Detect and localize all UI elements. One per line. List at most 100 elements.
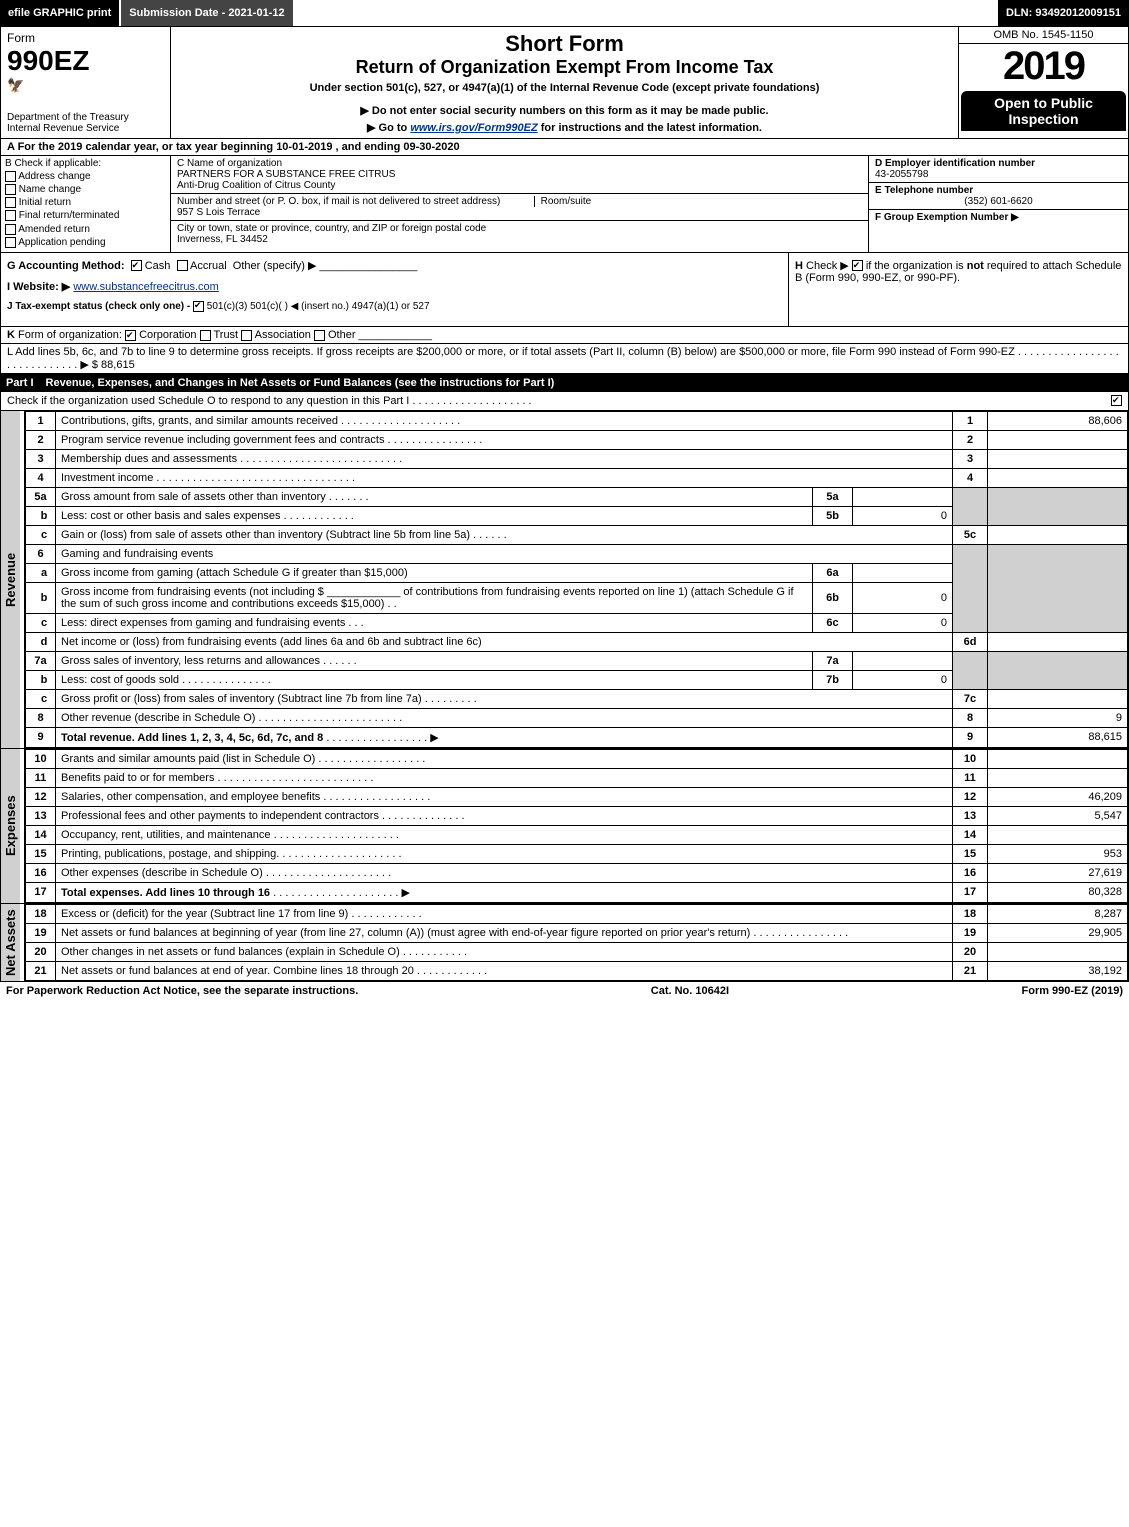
- line-17: 17Total expenses. Add lines 10 through 1…: [26, 882, 1128, 902]
- line-2: 2Program service revenue including gover…: [26, 430, 1128, 449]
- spacer: [295, 0, 998, 26]
- part1-check-text: Check if the organization used Schedule …: [7, 395, 532, 407]
- g-accounting: G Accounting Method: Cash Accrual Other …: [7, 259, 782, 272]
- open-to-public: Open to Public Inspection: [961, 91, 1126, 131]
- j-label: J Tax-exempt status (check only one) -: [7, 301, 193, 312]
- line-6d: dNet income or (loss) from fundraising e…: [26, 632, 1128, 651]
- irs-link[interactable]: www.irs.gov/Form990EZ: [410, 122, 537, 134]
- line-9: 9Total revenue. Add lines 1, 2, 3, 4, 5c…: [26, 727, 1128, 747]
- line-15: 15Printing, publications, postage, and s…: [26, 844, 1128, 863]
- chk-final-return[interactable]: Final return/terminated: [5, 210, 166, 221]
- line-3: 3Membership dues and assessments . . . .…: [26, 449, 1128, 468]
- line-19: 19Net assets or fund balances at beginni…: [26, 923, 1128, 942]
- c-name-label: C Name of organization: [177, 158, 282, 169]
- org-address: 957 S Lois Terrace: [177, 207, 260, 218]
- title-return: Return of Organization Exempt From Incom…: [179, 57, 950, 78]
- city-label: City or town, state or province, country…: [177, 223, 486, 234]
- j-tax-exempt: J Tax-exempt status (check only one) - 5…: [7, 301, 782, 312]
- top-bar: efile GRAPHIC print Submission Date - 20…: [0, 0, 1129, 26]
- col-de: D Employer identification number 43-2055…: [868, 156, 1128, 252]
- d-ein-block: D Employer identification number 43-2055…: [869, 156, 1128, 183]
- phone-label: E Telephone number: [875, 185, 973, 196]
- footer-right: Form 990-EZ (2019): [1022, 985, 1123, 997]
- org-name-2: Anti-Drug Coalition of Citrus County: [177, 180, 335, 191]
- i-label: I Website: ▶: [7, 281, 70, 293]
- chk-h[interactable]: [852, 260, 863, 271]
- line-10: 10Grants and similar amounts paid (list …: [26, 749, 1128, 768]
- f-group-block: F Group Exemption Number ▶: [869, 210, 1128, 225]
- org-city: Inverness, FL 34452: [177, 234, 268, 245]
- header-right: OMB No. 1545-1150 2019 Open to Public In…: [958, 27, 1128, 138]
- line-5c: cGain or (loss) from sale of assets othe…: [26, 525, 1128, 544]
- note2-pre: ▶ Go to: [367, 122, 410, 134]
- form-word: Form: [7, 31, 164, 45]
- netassets-section: Net Assets 18Excess or (deficit) for the…: [0, 904, 1129, 982]
- chk-schedule-o[interactable]: [1111, 395, 1122, 406]
- form-header: Form 990EZ 🦅 Department of the Treasury …: [0, 26, 1129, 139]
- omb-number: OMB No. 1545-1150: [959, 27, 1128, 44]
- chk-501c3[interactable]: [193, 301, 204, 312]
- chk-amended-return[interactable]: Amended return: [5, 224, 166, 235]
- submission-date: Submission Date - 2021-01-12: [121, 0, 294, 26]
- c-city-block: City or town, state or province, country…: [171, 221, 868, 247]
- col-c-org-info: C Name of organization PARTNERS FOR A SU…: [171, 156, 868, 252]
- chk-trust[interactable]: [200, 330, 211, 341]
- chk-corp[interactable]: [125, 330, 136, 341]
- group-exemption-label: F Group Exemption Number ▶: [875, 212, 1019, 223]
- chk-accrual[interactable]: [177, 260, 188, 271]
- col-b-title: B Check if applicable:: [5, 158, 166, 169]
- line-6: 6Gaming and fundraising events: [26, 544, 1128, 563]
- revenue-side: Revenue: [1, 411, 25, 748]
- e-phone-block: E Telephone number (352) 601-6620: [869, 183, 1128, 210]
- line-11: 11Benefits paid to or for members . . . …: [26, 768, 1128, 787]
- line-7c: cGross profit or (loss) from sales of in…: [26, 689, 1128, 708]
- block-bcd: B Check if applicable: Address change Na…: [0, 156, 1129, 253]
- line-16: 16Other expenses (describe in Schedule O…: [26, 863, 1128, 882]
- addr-label: Number and street (or P. O. box, if mail…: [177, 196, 500, 207]
- chk-assoc[interactable]: [241, 330, 252, 341]
- col-b-checkboxes: B Check if applicable: Address change Na…: [1, 156, 171, 252]
- h-check: H Check ▶ if the organization is not req…: [788, 253, 1128, 326]
- efile-print-button[interactable]: efile GRAPHIC print: [0, 0, 121, 26]
- dept-label: Department of the Treasury: [7, 112, 164, 123]
- c-addr-block: Number and street (or P. O. box, if mail…: [171, 194, 868, 221]
- phone-value: (352) 601-6620: [875, 196, 1122, 207]
- line-20: 20Other changes in net assets or fund ba…: [26, 942, 1128, 961]
- line-13: 13Professional fees and other payments t…: [26, 806, 1128, 825]
- ein-label: D Employer identification number: [875, 158, 1035, 169]
- row-k: K Form of organization: Corporation Trus…: [0, 327, 1129, 344]
- expenses-side: Expenses: [1, 749, 25, 903]
- line-21: 21Net assets or fund balances at end of …: [26, 961, 1128, 980]
- website-link[interactable]: www.substancefreecitrus.com: [73, 281, 219, 293]
- header-left: Form 990EZ 🦅 Department of the Treasury …: [1, 27, 171, 138]
- part1-header: Part I Revenue, Expenses, and Changes in…: [0, 374, 1129, 392]
- ein-value: 43-2055798: [875, 169, 928, 180]
- line-1: 1Contributions, gifts, grants, and simil…: [26, 411, 1128, 430]
- footer-mid: Cat. No. 10642I: [651, 985, 729, 997]
- revenue-table: 1Contributions, gifts, grants, and simil…: [25, 411, 1128, 748]
- row-l: L Add lines 5b, 6c, and 7b to line 9 to …: [0, 344, 1129, 374]
- gh-left: G Accounting Method: Cash Accrual Other …: [1, 253, 788, 326]
- org-name-1: PARTNERS FOR A SUBSTANCE FREE CITRUS: [177, 169, 395, 180]
- footer-left: For Paperwork Reduction Act Notice, see …: [6, 985, 358, 997]
- chk-name-change[interactable]: Name change: [5, 184, 166, 195]
- part1-title: Revenue, Expenses, and Changes in Net As…: [46, 377, 1123, 389]
- part1-checkline: Check if the organization used Schedule …: [0, 392, 1129, 411]
- block-gh: G Accounting Method: Cash Accrual Other …: [0, 253, 1129, 327]
- line-14: 14Occupancy, rent, utilities, and mainte…: [26, 825, 1128, 844]
- revenue-section: Revenue 1Contributions, gifts, grants, a…: [0, 411, 1129, 749]
- line-12: 12Salaries, other compensation, and empl…: [26, 787, 1128, 806]
- expenses-section: Expenses 10Grants and similar amounts pa…: [0, 749, 1129, 904]
- chk-other-org[interactable]: [314, 330, 325, 341]
- subtitle: Under section 501(c), 527, or 4947(a)(1)…: [179, 82, 950, 94]
- chk-address-change[interactable]: Address change: [5, 171, 166, 182]
- header-mid: Short Form Return of Organization Exempt…: [171, 27, 958, 138]
- note-ssn: ▶ Do not enter social security numbers o…: [179, 104, 950, 117]
- chk-application-pending[interactable]: Application pending: [5, 237, 166, 248]
- g-other: Other (specify) ▶: [233, 260, 317, 272]
- h-label: H Check ▶ if the organization is not req…: [795, 260, 1121, 284]
- chk-initial-return[interactable]: Initial return: [5, 197, 166, 208]
- j-opts: 501(c)(3) 501(c)( ) ◀ (insert no.) 4947(…: [207, 301, 430, 312]
- i-website: I Website: ▶ www.substancefreecitrus.com: [7, 280, 782, 293]
- chk-cash[interactable]: [131, 260, 142, 271]
